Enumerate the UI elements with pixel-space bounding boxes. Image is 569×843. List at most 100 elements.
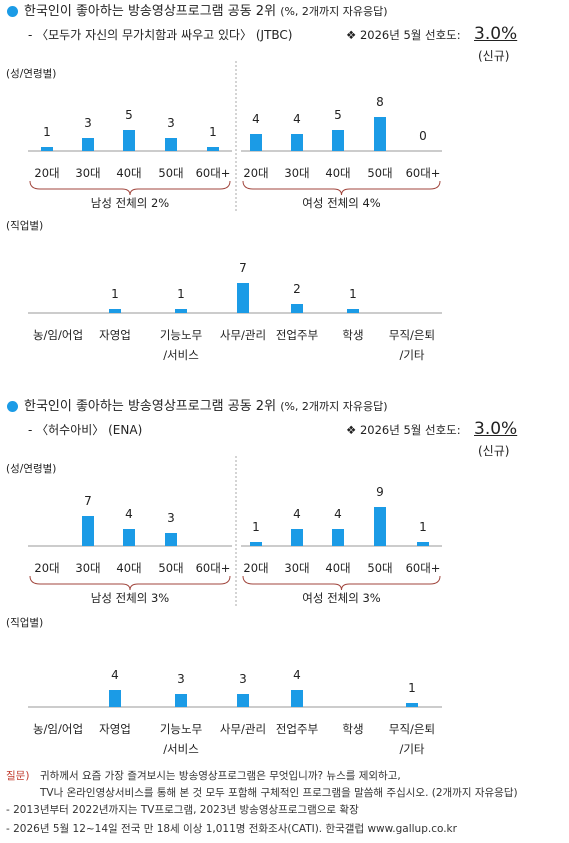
value-label: 5 — [125, 107, 133, 122]
bar — [374, 507, 386, 546]
bar — [165, 533, 177, 546]
value-label: 0 — [419, 129, 427, 143]
x-tick-label: 농/임/어업 — [32, 328, 84, 342]
x-tick-label: 전업주부 — [275, 722, 319, 736]
x-tick-label: 50대 — [367, 561, 393, 575]
x-tick-label: 60대+ — [195, 166, 231, 180]
x-tick-label: 30대 — [284, 561, 310, 575]
tag: (신규) — [478, 444, 510, 458]
bar — [406, 702, 418, 707]
x-tick-label: 농/임/어업 — [32, 722, 84, 736]
title-note: (%, 2개까지 자유응답) — [280, 400, 388, 413]
group-brace — [29, 180, 231, 196]
bar — [291, 528, 303, 546]
value-label: 3 — [84, 116, 92, 131]
value-label: 5 — [334, 107, 342, 122]
group-brace — [29, 575, 231, 591]
bar — [237, 282, 249, 313]
value-label: 1 — [349, 286, 357, 301]
bar — [82, 515, 94, 546]
group-brace — [242, 180, 441, 196]
x-tick-label: 사무/관리 — [219, 722, 267, 736]
bar — [347, 308, 359, 313]
value-label: 7 — [84, 493, 92, 508]
x-tick-label: 무직/은퇴 /기타 — [388, 722, 436, 756]
date-label: ❖ 2026년 5월 선호도: — [346, 423, 461, 437]
title-note: (%, 2개까지 자유응답) — [280, 5, 388, 18]
question-label: 질문) — [6, 770, 30, 782]
x-tick-label: 자영업 — [99, 328, 131, 342]
bar — [82, 138, 94, 151]
chart-label: (직업별) — [6, 617, 44, 629]
x-tick-label: 기능노무 /서비스 — [159, 722, 203, 756]
chart-label: (직업별) — [6, 220, 44, 232]
value-label: 4 — [125, 506, 133, 521]
x-tick-label: 30대 — [75, 166, 101, 180]
group-label: 여성 전체의 4% — [302, 196, 381, 210]
x-tick-label: 20대 — [243, 166, 269, 180]
value-label: 1 — [209, 124, 217, 139]
group-label: 여성 전체의 3% — [302, 591, 381, 605]
x-tick-label: 60대+ — [405, 561, 441, 575]
value-label: 1 — [419, 519, 427, 534]
title-text: 한국인이 좋아하는 방송영상프로그램 공동 2위 — [24, 4, 277, 19]
x-tick-label: 20대 — [243, 561, 269, 575]
value-label: 2 — [293, 282, 301, 297]
x-tick-label: 40대 — [325, 561, 351, 575]
value-label: 8 — [376, 94, 384, 109]
x-tick-label: 40대 — [325, 166, 351, 180]
x-tick-label: 20대 — [34, 561, 60, 575]
value-label: 3 — [167, 116, 175, 131]
program-name: - 〈모두가 자신의 무가치함과 싸우고 있다〉 (JTBC) — [28, 28, 293, 42]
bar — [165, 138, 177, 151]
group-label: 남성 전체의 3% — [90, 591, 170, 605]
question: 귀하께서 요즘 가장 즐겨보시는 방송영상프로그램은 무엇입니까? 뉴스를 제외… — [40, 770, 401, 782]
section-title: 한국인이 좋아하는 방송영상프로그램 공동 2위 (%, 2개까지 자유응답) — [24, 4, 388, 19]
x-tick-label: 전업주부 — [275, 328, 319, 342]
program-name: - 〈허수아비〉 (ENA) — [28, 423, 143, 437]
value-label: 4 — [293, 506, 301, 521]
bar — [291, 304, 303, 313]
x-tick-label: 40대 — [116, 166, 142, 180]
bar — [109, 308, 121, 313]
bar — [250, 541, 262, 546]
bar — [291, 133, 303, 151]
value-label: 1 — [177, 286, 185, 301]
date-label: ❖ 2026년 5월 선호도: — [346, 28, 461, 42]
value-label: 4 — [334, 506, 342, 521]
x-tick-label: 40대 — [116, 561, 142, 575]
x-tick-label: 자영업 — [99, 722, 131, 736]
x-tick-label: 60대+ — [195, 561, 231, 575]
note: - 2026년 5월 12~14일 전국 만 18세 이상 1,011명 전화조… — [6, 823, 457, 835]
value-label: 1 — [43, 124, 51, 139]
value-label: 4 — [252, 111, 260, 126]
value-label: 3 — [167, 511, 175, 526]
value-label: 3 — [239, 672, 247, 687]
x-tick-label: 무직/은퇴 /기타 — [388, 328, 436, 362]
bar — [250, 133, 262, 151]
x-tick-label: 학생 — [342, 328, 364, 342]
title-text: 한국인이 좋아하는 방송영상프로그램 공동 2위 — [24, 399, 277, 414]
bullet — [7, 6, 18, 17]
value-label: 9 — [376, 485, 384, 500]
x-tick-label: 30대 — [75, 561, 101, 575]
bar — [332, 129, 344, 151]
bar — [417, 541, 429, 546]
value-label: 3 — [177, 672, 185, 687]
bar — [207, 146, 219, 151]
bar — [41, 146, 53, 151]
chart-label: (성/연령별) — [6, 463, 57, 475]
x-tick-label: 60대+ — [405, 166, 441, 180]
x-tick-label: 50대 — [158, 166, 184, 180]
bar — [175, 694, 187, 707]
score: 3.0% — [474, 419, 518, 439]
group-brace — [242, 575, 441, 591]
value-label: 1 — [252, 519, 260, 534]
value-label: 1 — [111, 286, 119, 301]
value-label: 4 — [293, 111, 301, 126]
note: - 2013년부터 2022년까지는 TV프로그램, 2023년 방송영상프로그… — [6, 804, 359, 816]
bar — [123, 129, 135, 151]
bar — [109, 689, 121, 707]
bullet — [7, 401, 18, 412]
